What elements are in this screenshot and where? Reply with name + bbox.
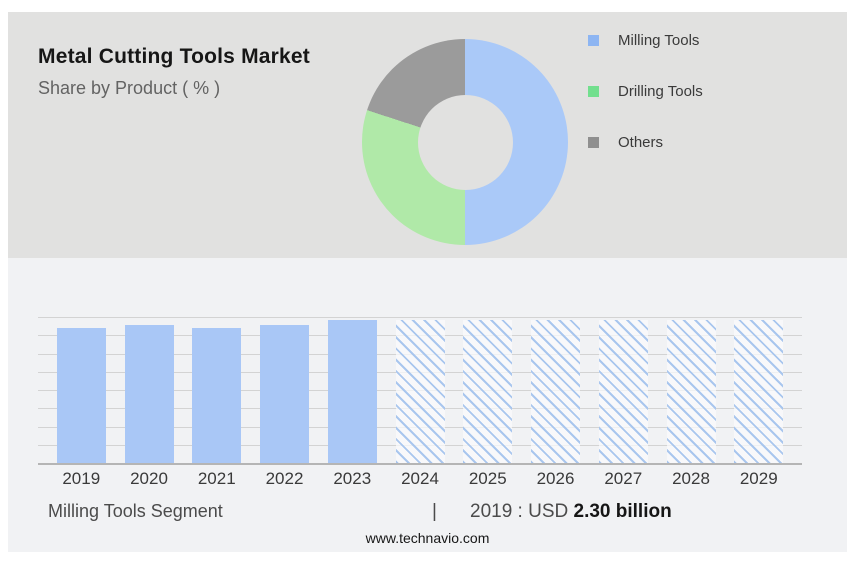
page-subtitle: Share by Product ( % ) — [38, 78, 221, 98]
x-axis-line — [38, 463, 802, 465]
bars — [38, 317, 802, 463]
legend-label: Drilling Tools — [618, 82, 703, 100]
bar-2021 — [192, 327, 242, 463]
bar-2019 — [56, 327, 106, 463]
bar-2024-forecast — [395, 319, 445, 463]
bar-2026-forecast — [531, 319, 580, 463]
bar-2029-forecast — [734, 319, 784, 463]
x-label-2029: 2029 — [739, 469, 778, 488]
x-axis-labels: 2019 2020 2021 2022 2023 2024 2025 2026 2027 2028… — [38, 469, 802, 489]
gridline — [38, 317, 802, 318]
share-by-product-panel: Metal Cutting Tools Market Share by Prod… — [8, 12, 847, 258]
website-label: www.technavio.com — [365, 530, 490, 546]
x-label-2022: 2022 — [265, 469, 304, 488]
page-title: Metal Cutting Tools Market — [38, 45, 310, 68]
donut-hole — [417, 94, 513, 190]
bar-2028-forecast — [666, 319, 716, 463]
legend: Milling Tools Drilling Tools Others — [588, 31, 703, 186]
legend-item: Milling Tools — [588, 31, 703, 49]
x-label-2021: 2021 — [197, 469, 236, 488]
x-label-2026: 2026 — [536, 469, 575, 488]
segment-label: Milling Tools Segment — [48, 501, 223, 521]
x-label-2028: 2028 — [672, 469, 710, 488]
x-label-2020: 2020 — [130, 469, 168, 488]
donut-chart — [362, 39, 568, 245]
bar-2022 — [260, 325, 309, 463]
forecast-bar-chart-panel: 2019 2020 2021 2022 2023 2024 2025 2026 2027 2028… — [8, 258, 847, 552]
bar-2025-forecast — [463, 319, 513, 463]
separator: | — [432, 501, 437, 522]
market-value-prefix: 2019 : USD — [470, 501, 574, 522]
bar-2023 — [327, 319, 377, 463]
legend-item: Drilling Tools — [588, 82, 703, 100]
x-label-2027: 2027 — [604, 469, 643, 488]
legend-item: Others — [588, 133, 703, 151]
legend-swatch-icon — [588, 136, 599, 148]
legend-swatch-icon — [588, 34, 599, 46]
x-label-2024: 2024 — [401, 469, 439, 488]
market-value: 2019 : USD 2.30 billion — [470, 501, 672, 523]
bar-chart — [38, 317, 802, 465]
infographic: Metal Cutting Tools Market Share by Prod… — [8, 12, 847, 552]
x-label-2023: 2023 — [333, 469, 372, 488]
legend-label: Milling Tools — [618, 31, 700, 49]
bar-2020 — [124, 325, 174, 463]
market-value-amount: 2.30 billion — [573, 501, 672, 522]
bar-2027-forecast — [598, 319, 648, 463]
footer: Milling Tools Segment | 2019 : USD 2.30 … — [8, 501, 847, 527]
x-label-2025: 2025 — [468, 469, 507, 488]
heading-block: Metal Cutting Tools Market Share by Prod… — [38, 45, 310, 99]
legend-label: Others — [618, 133, 664, 151]
x-label-2019: 2019 — [62, 469, 101, 488]
legend-swatch-icon — [588, 85, 599, 97]
